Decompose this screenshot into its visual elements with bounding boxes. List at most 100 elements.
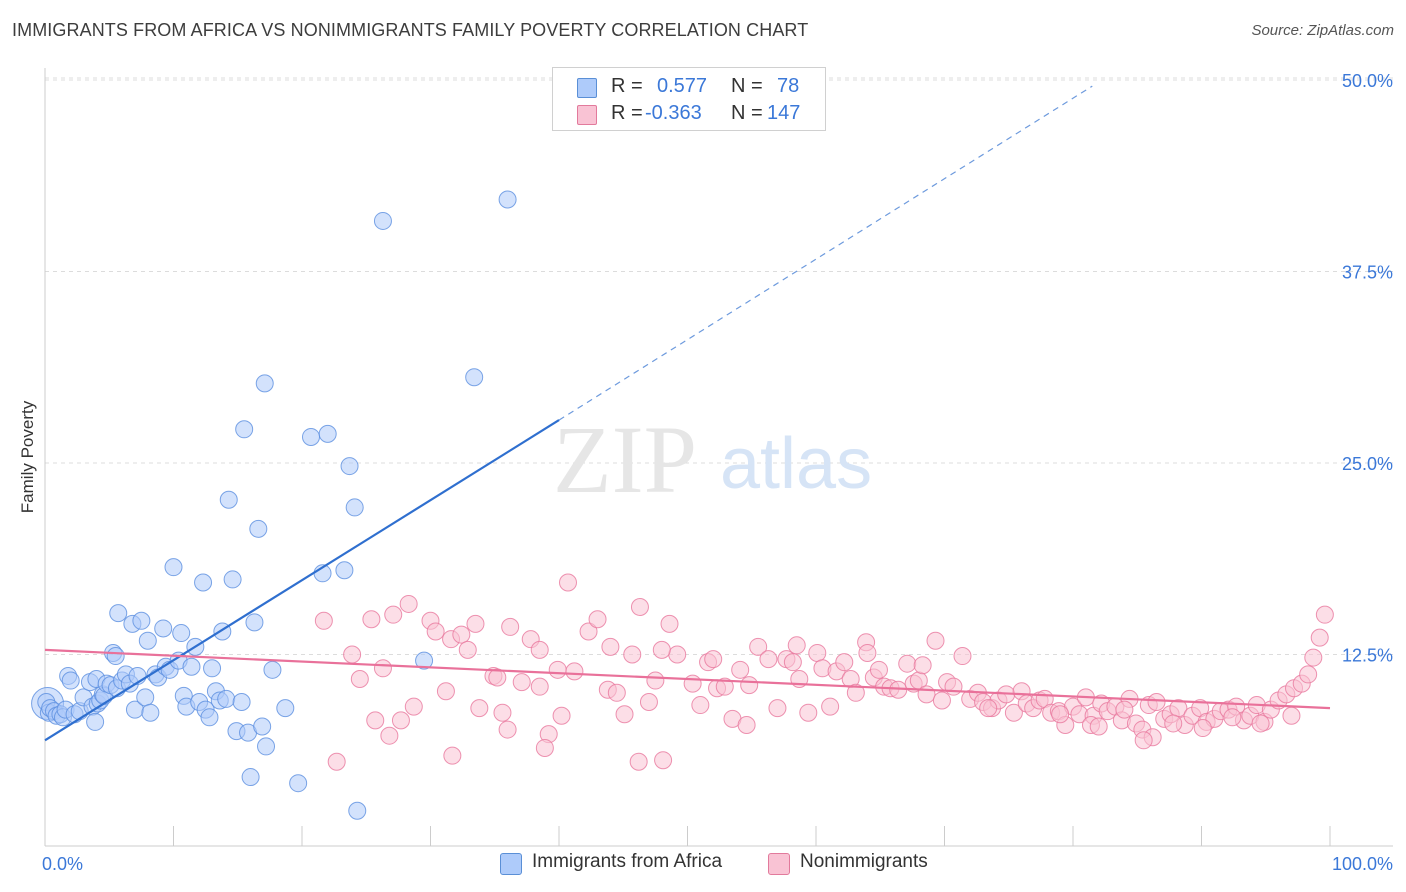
nonimmigrant-point [1115,700,1134,719]
legend-n-label: N = [731,102,763,124]
nonimmigrant-point [535,738,554,757]
nonimmigrant-point [1147,692,1166,711]
immigrant-point [253,717,272,736]
nonimmigrant-point [512,673,531,692]
legend-row-immigrants: R = 0.577 N = 78 [553,74,825,102]
nonimmigrant-point [601,637,620,656]
watermark-zip: ZIP [553,406,697,513]
nonimmigrant-point [704,650,723,669]
immigrant-point [318,424,337,443]
nonimmigrant-point [683,674,702,693]
nonimmigrant-point [740,676,759,695]
immigrant-point [345,498,364,517]
nonimmigrant-point [917,685,936,704]
legend-n-label: N = [731,75,763,97]
nonimmigrant-point [846,683,865,702]
correlation-legend: R = 0.577 N = 78 R = -0.363 N = 147 [552,67,826,131]
nonimmigrant-point [1134,731,1153,750]
immigrant-point [276,699,295,718]
immigrant-point [194,573,213,592]
nonimmigrant-point [373,659,392,678]
nonimmigrant-point [362,610,381,629]
nonimmigrant-point [607,683,626,702]
immigrant-point [203,659,222,678]
immigrant-point [241,768,260,787]
immigrant-point [373,211,392,230]
nonimmigrant-point [1251,714,1270,733]
nonimmigrant-point [501,617,520,636]
nonimmigrant-point [787,636,806,655]
immigrant-point [219,490,238,509]
immigrant-point [348,801,367,820]
nonimmigrant-point [530,640,549,659]
nonimmigrant-point [380,726,399,745]
immigrant-point [132,611,151,630]
y-axis-label: Family Poverty [18,400,37,513]
nonimmigrant-point [926,631,945,650]
nonimmigrant-point [660,614,679,633]
nonimmigrant-point [399,594,418,613]
nonimmigrant-point [630,598,649,617]
immigrant-point [141,703,160,722]
y-tick-label: 12.5% [1342,646,1393,666]
nonimmigrant-point [314,611,333,630]
nonimmigrant-point [1089,717,1108,736]
nonimmigrant-point [426,622,445,641]
nonimmigrant-point [1223,708,1242,727]
nonimmigrant-point [979,699,998,718]
legend-swatch-immigrants [577,78,597,98]
immigrant-point [106,647,125,666]
nonimmigrant-point [488,668,507,687]
nonimmigrant-point [350,670,369,689]
tick-labels: 12.5% 25.0% 37.5% 50.0% 0.0% 100.0% [42,71,1393,874]
nonimmigrant-point [1304,648,1323,667]
nonimmigrant-point [913,656,932,675]
immigrant-point [335,561,354,580]
nonimmigrant-point [821,697,840,716]
legend-r-label: R = [611,102,643,124]
nonimmigrant-point [1193,719,1212,738]
x-tick-label: 100.0% [1332,854,1393,874]
immigrant-point [138,631,157,650]
nonimmigrant-point [799,703,818,722]
nonimmigrant-point [731,660,750,679]
nonimmigrant-point [443,746,462,765]
trend-lines [44,85,1331,742]
nonimmigrant-point [1004,703,1023,722]
immigrant-point [172,624,191,643]
source-credit: Source: ZipAtlas.com [1251,22,1394,39]
nonimmigrant-point [615,705,634,724]
immigrant-point [249,519,268,538]
legend-r-label: R = [611,75,643,97]
immigrant-point [136,688,155,707]
nonimmigrant-point [715,677,734,696]
nonimmigrant-point [668,645,687,664]
immigrant-point [301,427,320,446]
nonimmigrant-point [898,654,917,673]
legend-r-value: -0.363 [645,102,702,124]
nonimmigrant-point [749,637,768,656]
nonimmigrant-point [759,650,778,669]
nonimmigrant-point [366,711,385,730]
watermark-atlas: atlas [720,424,872,504]
y-tick-label: 25.0% [1342,454,1393,474]
nonimmigrant-point [953,647,972,666]
nonimmigrant-point [552,706,571,725]
nonimmigrant-point [932,691,951,710]
nonimmigrant-point [470,699,489,718]
immigrant-point [255,374,274,393]
nonimmigrant-point [783,653,802,672]
nonimmigrant-point [588,610,607,629]
nonimmigrant-point [458,640,477,659]
nonimmigrant-point [498,720,517,739]
nonimmigrant-point [1299,665,1318,684]
nonimmigrant-point [869,660,888,679]
nonimmigrant-point [384,605,403,624]
nonimmigrant-point [466,614,485,633]
nonimmigrant-point [493,703,512,722]
nonimmigrant-point [691,696,710,715]
nonimmigrant-point [343,645,362,664]
nonimmigrant-point [652,640,671,659]
immigrant-point [217,689,236,708]
